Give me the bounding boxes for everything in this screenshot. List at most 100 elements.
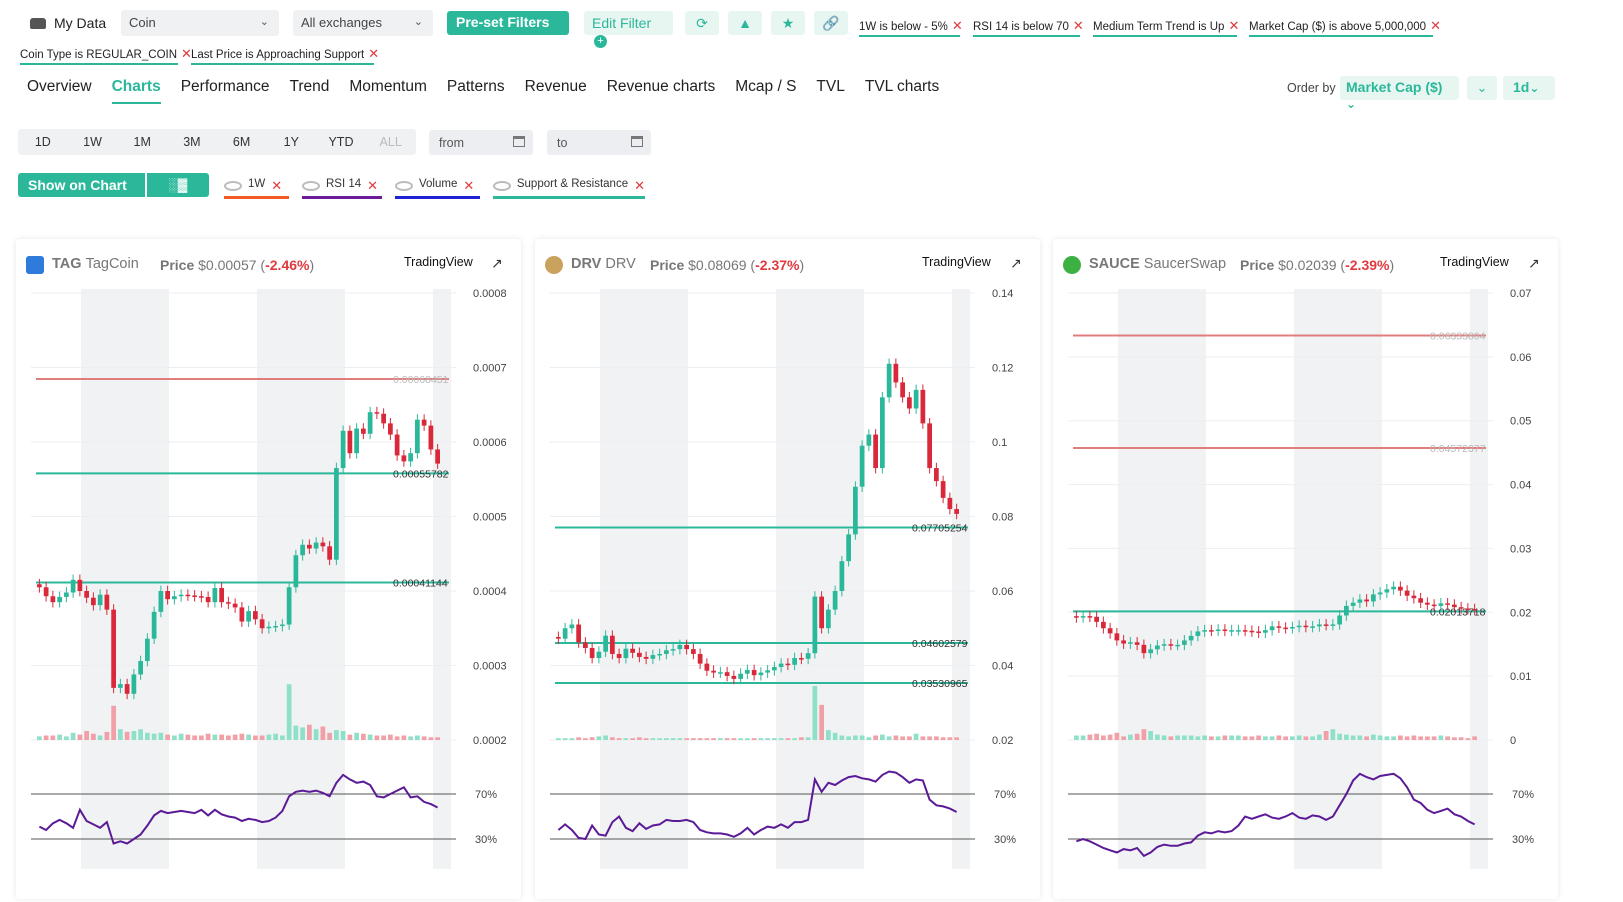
indicator-chip-rsi[interactable]: RSI 14 ✕	[302, 175, 382, 199]
interval-select[interactable]: 1d⌄	[1503, 76, 1555, 100]
volume-bar	[43, 735, 49, 740]
tradingview-link[interactable]: TradingView	[922, 255, 991, 269]
remove-filter-icon[interactable]: ✕	[181, 46, 192, 61]
period-1y[interactable]: 1Y	[283, 135, 299, 149]
tab-revenue[interactable]: Revenue	[524, 78, 587, 95]
eye-icon[interactable]	[493, 181, 511, 191]
price-chart[interactable]: 0.07 0.06 0.05 0.04 0.03 0.02 0.01 0 0.06333804 0…	[1053, 239, 1558, 869]
volume-bar	[354, 732, 359, 740]
tab-tvl-charts[interactable]: TVL charts	[864, 78, 940, 95]
tab-revenue-charts[interactable]: Revenue charts	[606, 78, 716, 95]
period-1d[interactable]: 1D	[34, 135, 51, 149]
volume-bar	[562, 738, 568, 740]
y-axis-tick: 0	[1510, 735, 1516, 747]
coin-title[interactable]: DRV DRV	[571, 256, 636, 272]
external-link-icon[interactable]: ↗	[1528, 255, 1540, 271]
sort-direction-button[interactable]: ⌄	[1467, 76, 1497, 100]
volume-bar	[1134, 733, 1140, 740]
show-on-chart-button[interactable]: Show on Chart +	[18, 173, 145, 209]
tab-tvl[interactable]: TVL	[816, 78, 845, 95]
refresh-button[interactable]: ⟳	[685, 11, 719, 35]
tab-patterns[interactable]: Patterns	[446, 78, 505, 95]
asset-type-select[interactable]: Coin ⌄	[121, 10, 279, 36]
period-all[interactable]: ALL	[379, 135, 402, 149]
chevron-down-icon: ⌄	[1476, 80, 1488, 95]
tradingview-link[interactable]: TradingView	[404, 255, 473, 269]
filter-chip-market-cap[interactable]: Market Cap ($) is above 5,000,000 ✕	[1249, 13, 1441, 37]
filter-chip-1w[interactable]: 1W is below - 5% ✕	[859, 13, 963, 37]
remove-filter-icon[interactable]: ✕	[1072, 18, 1084, 33]
remove-indicator-icon[interactable]: ✕	[367, 178, 379, 193]
period-ytd[interactable]: YTD	[328, 135, 354, 149]
candle-body	[799, 658, 804, 660]
eye-icon[interactable]	[302, 181, 320, 191]
remove-indicator-icon[interactable]: ✕	[271, 178, 283, 193]
external-link-icon[interactable]: ↗	[1010, 255, 1022, 271]
volume-bar	[165, 734, 170, 740]
volume-bar	[954, 737, 959, 740]
candle-body	[327, 546, 332, 560]
filter-chip-last-price[interactable]: Last Price is Approaching Support ✕	[191, 41, 379, 65]
tab-performance[interactable]: Performance	[180, 78, 270, 95]
my-data-button[interactable]: My Data	[20, 10, 116, 36]
period-1m[interactable]: 1M	[133, 135, 151, 149]
indicator-chip-volume[interactable]: Volume ✕	[395, 175, 480, 199]
candle-body	[610, 635, 615, 654]
remove-filter-icon[interactable]: ✕	[951, 18, 963, 33]
volume-bar	[1391, 736, 1396, 740]
candle-body	[1323, 624, 1329, 626]
candle-body	[711, 670, 716, 673]
tab-mcap-s[interactable]: Mcap / S	[735, 78, 797, 95]
favorite-button[interactable]: ★	[771, 11, 805, 35]
period-3m[interactable]: 3M	[183, 135, 201, 149]
candle-body	[886, 363, 892, 398]
volume-bar	[64, 736, 69, 740]
indicators-button[interactable]: ░▓	[147, 173, 209, 197]
volume-bar	[57, 734, 62, 740]
candle-body	[772, 666, 777, 671]
date-to-input[interactable]: to	[547, 130, 651, 155]
volume-bar	[886, 736, 892, 740]
candle-body	[415, 419, 420, 454]
indicator-chip-support-resistance[interactable]: Support & Resistance ✕	[493, 175, 645, 199]
alert-button[interactable]: ▲	[728, 11, 762, 35]
candle-body	[219, 588, 224, 603]
share-link-button[interactable]: 🔗	[814, 11, 848, 35]
filter-chip-label: Last Price is Approaching Support	[191, 49, 365, 61]
volume-bar	[1310, 736, 1315, 740]
volume-bar	[873, 735, 878, 740]
period-1w[interactable]: 1W	[83, 135, 102, 149]
external-link-icon[interactable]: ↗	[491, 255, 503, 271]
exchange-select[interactable]: All exchanges ⌄	[293, 10, 433, 36]
price-chart[interactable]: 0.0008 0.0007 0.0006 0.0005 0.0004 0.0003 0.00…	[16, 239, 521, 869]
period-6m[interactable]: 6M	[232, 135, 251, 149]
remove-indicator-icon[interactable]: ✕	[463, 178, 475, 193]
indicator-chip-1w[interactable]: 1W ✕	[224, 175, 289, 199]
candle-body	[832, 591, 838, 610]
edit-filter-button[interactable]: Edit Filter +	[584, 11, 673, 48]
remove-indicator-icon[interactable]: ✕	[634, 178, 645, 193]
filter-chip-coin-type[interactable]: Coin Type is REGULAR_COIN ✕	[20, 41, 192, 65]
order-by-select[interactable]: Market Cap ($) ⌄	[1340, 76, 1459, 111]
filter-chip-trend[interactable]: Medium Term Trend is Up ✕	[1093, 13, 1240, 37]
date-from-input[interactable]: from	[429, 130, 533, 155]
tab-charts[interactable]: Charts	[111, 78, 161, 104]
coin-title[interactable]: SAUCE SaucerSwap	[1089, 256, 1226, 272]
tab-momentum[interactable]: Momentum	[349, 78, 427, 95]
eye-icon[interactable]	[395, 181, 413, 191]
tab-trend[interactable]: Trend	[289, 78, 330, 95]
remove-filter-icon[interactable]: ✕	[368, 46, 380, 61]
remove-filter-icon[interactable]: ✕	[1430, 18, 1441, 33]
price-chart[interactable]: 0.14 0.12 0.1 0.08 0.06 0.04 0.02 0.07705254 0.0…	[535, 239, 1040, 869]
eye-icon[interactable]	[224, 181, 242, 191]
filter-chip-rsi[interactable]: RSI 14 is below 70 ✕	[973, 13, 1084, 37]
coin-title[interactable]: TAG TagCoin	[52, 256, 139, 272]
tradingview-link[interactable]: TradingView	[1440, 255, 1509, 269]
show-on-chart-label: Show on Chart	[28, 177, 127, 193]
remove-filter-icon[interactable]: ✕	[1228, 18, 1240, 33]
volume-bar	[812, 686, 818, 740]
preset-filters-button[interactable]: Pre-set Filters ⌄	[447, 11, 569, 46]
date-from-placeholder: from	[439, 136, 464, 150]
tab-overview[interactable]: Overview	[27, 78, 92, 95]
candle-body	[1195, 631, 1201, 636]
